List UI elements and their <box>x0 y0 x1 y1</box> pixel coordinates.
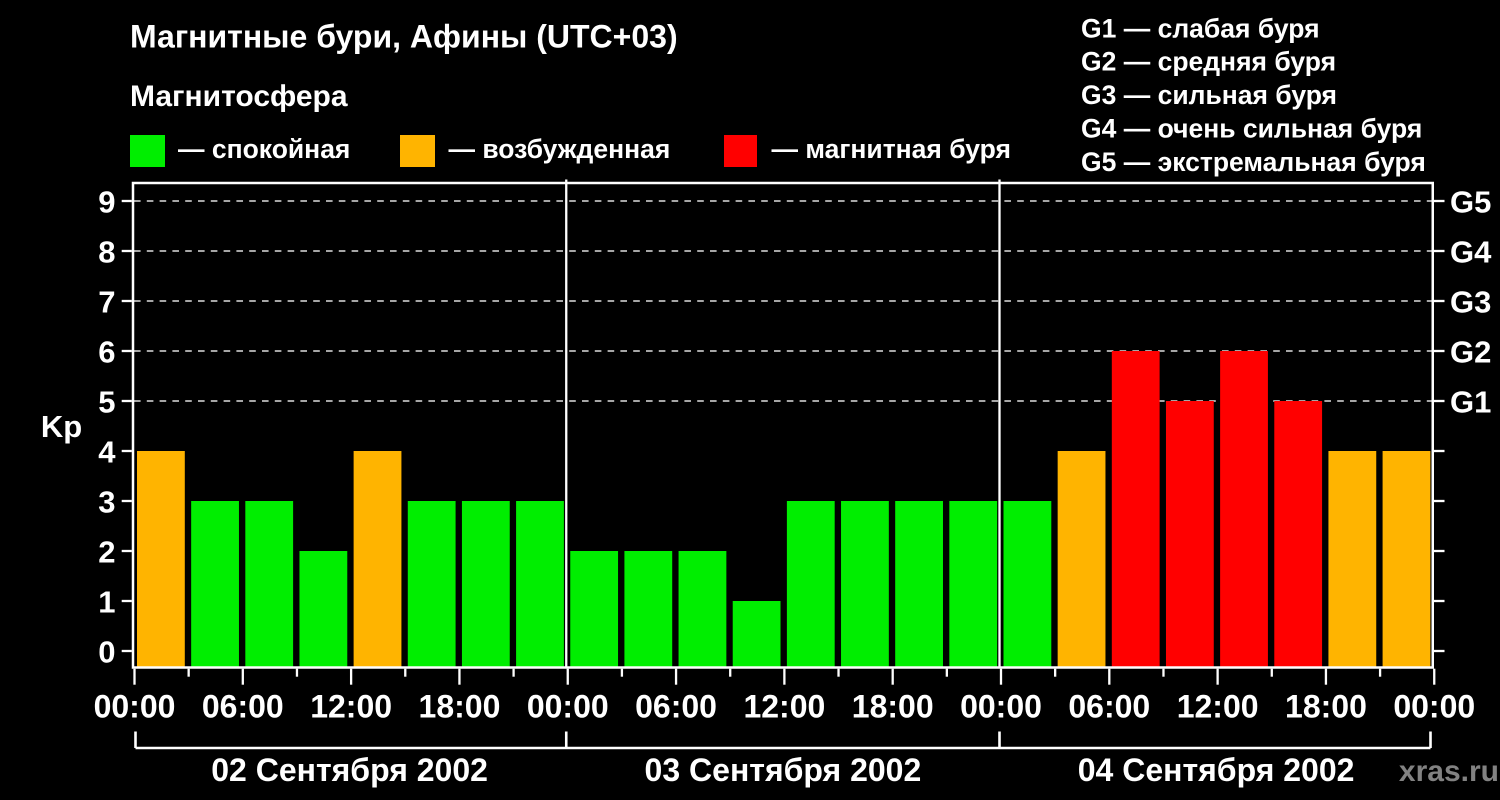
svg-text:4: 4 <box>98 435 116 470</box>
svg-text:12:00: 12:00 <box>310 689 392 725</box>
svg-text:G5: G5 <box>1450 185 1491 220</box>
svg-text:Kp: Kp <box>41 409 82 444</box>
svg-text:8: 8 <box>98 235 115 270</box>
svg-text:5: 5 <box>98 385 115 420</box>
svg-text:18:00: 18:00 <box>419 689 501 725</box>
svg-text:G2 — средняя буря: G2 — средняя буря <box>1081 47 1336 77</box>
svg-text:Магнитосфера: Магнитосфера <box>130 80 348 113</box>
svg-text:G3 — сильная буря: G3 — сильная буря <box>1081 80 1337 110</box>
svg-text:12:00: 12:00 <box>743 689 825 725</box>
svg-text:7: 7 <box>98 285 115 320</box>
svg-text:3: 3 <box>98 485 115 520</box>
svg-text:Магнитные бури, Афины (UTC+03): Магнитные бури, Афины (UTC+03) <box>130 19 678 55</box>
svg-text:G4: G4 <box>1450 235 1492 270</box>
svg-text:2: 2 <box>98 535 115 570</box>
svg-text:xras.ru: xras.ru <box>1399 755 1499 788</box>
svg-text:04 Сентября 2002: 04 Сентября 2002 <box>1078 752 1355 788</box>
svg-text:— магнитная буря: — магнитная буря <box>772 134 1011 164</box>
svg-text:G5 — экстремальная буря: G5 — экстремальная буря <box>1081 147 1426 177</box>
svg-text:G4 — очень сильная буря: G4 — очень сильная буря <box>1081 114 1422 144</box>
svg-text:00:00: 00:00 <box>527 689 609 725</box>
svg-text:G1 — слабая буря: G1 — слабая буря <box>1081 13 1320 43</box>
svg-text:1: 1 <box>98 585 115 620</box>
svg-text:9: 9 <box>98 185 115 220</box>
svg-text:06:00: 06:00 <box>1068 689 1150 725</box>
svg-text:6: 6 <box>98 335 115 370</box>
svg-text:— возбужденная: — возбужденная <box>449 134 671 164</box>
svg-text:G3: G3 <box>1450 285 1491 320</box>
svg-text:18:00: 18:00 <box>852 689 934 725</box>
svg-text:— спокойная: — спокойная <box>178 134 350 164</box>
svg-text:G2: G2 <box>1450 335 1491 370</box>
svg-text:06:00: 06:00 <box>635 689 717 725</box>
svg-text:0: 0 <box>98 635 115 670</box>
svg-text:00:00: 00:00 <box>960 689 1042 725</box>
svg-text:02 Сентября 2002: 02 Сентября 2002 <box>211 752 488 788</box>
svg-text:18:00: 18:00 <box>1285 689 1367 725</box>
svg-text:06:00: 06:00 <box>202 689 284 725</box>
svg-text:00:00: 00:00 <box>1393 689 1475 725</box>
svg-text:00:00: 00:00 <box>94 689 176 725</box>
svg-text:03 Сентября 2002: 03 Сентября 2002 <box>645 752 922 788</box>
svg-text:12:00: 12:00 <box>1177 689 1259 725</box>
svg-text:G1: G1 <box>1450 385 1491 420</box>
